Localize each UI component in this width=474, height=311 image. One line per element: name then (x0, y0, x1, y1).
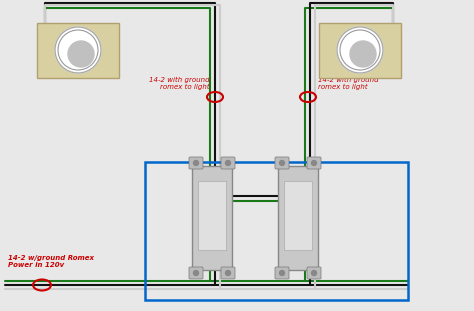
Circle shape (337, 27, 383, 73)
Circle shape (193, 160, 199, 165)
FancyBboxPatch shape (189, 267, 203, 279)
FancyBboxPatch shape (189, 157, 203, 169)
Text: 14-2 with ground
romex to light: 14-2 with ground romex to light (318, 77, 379, 90)
FancyBboxPatch shape (192, 166, 232, 270)
Circle shape (311, 271, 317, 276)
Circle shape (226, 160, 230, 165)
FancyBboxPatch shape (221, 267, 235, 279)
Circle shape (280, 271, 284, 276)
Circle shape (55, 27, 101, 73)
FancyBboxPatch shape (221, 157, 235, 169)
Circle shape (68, 41, 94, 67)
FancyBboxPatch shape (307, 157, 321, 169)
FancyBboxPatch shape (198, 181, 226, 250)
FancyBboxPatch shape (284, 181, 312, 250)
FancyBboxPatch shape (37, 23, 119, 78)
Circle shape (226, 271, 230, 276)
Circle shape (350, 41, 376, 67)
Circle shape (311, 160, 317, 165)
Circle shape (280, 160, 284, 165)
Circle shape (193, 271, 199, 276)
Text: 14-2 w/ground Romex
Power in 120v: 14-2 w/ground Romex Power in 120v (8, 255, 94, 268)
FancyBboxPatch shape (307, 267, 321, 279)
FancyBboxPatch shape (319, 23, 401, 78)
Text: 14-2 with ground
romex to light: 14-2 with ground romex to light (149, 77, 210, 90)
FancyBboxPatch shape (278, 166, 318, 270)
FancyBboxPatch shape (275, 157, 289, 169)
FancyBboxPatch shape (275, 267, 289, 279)
